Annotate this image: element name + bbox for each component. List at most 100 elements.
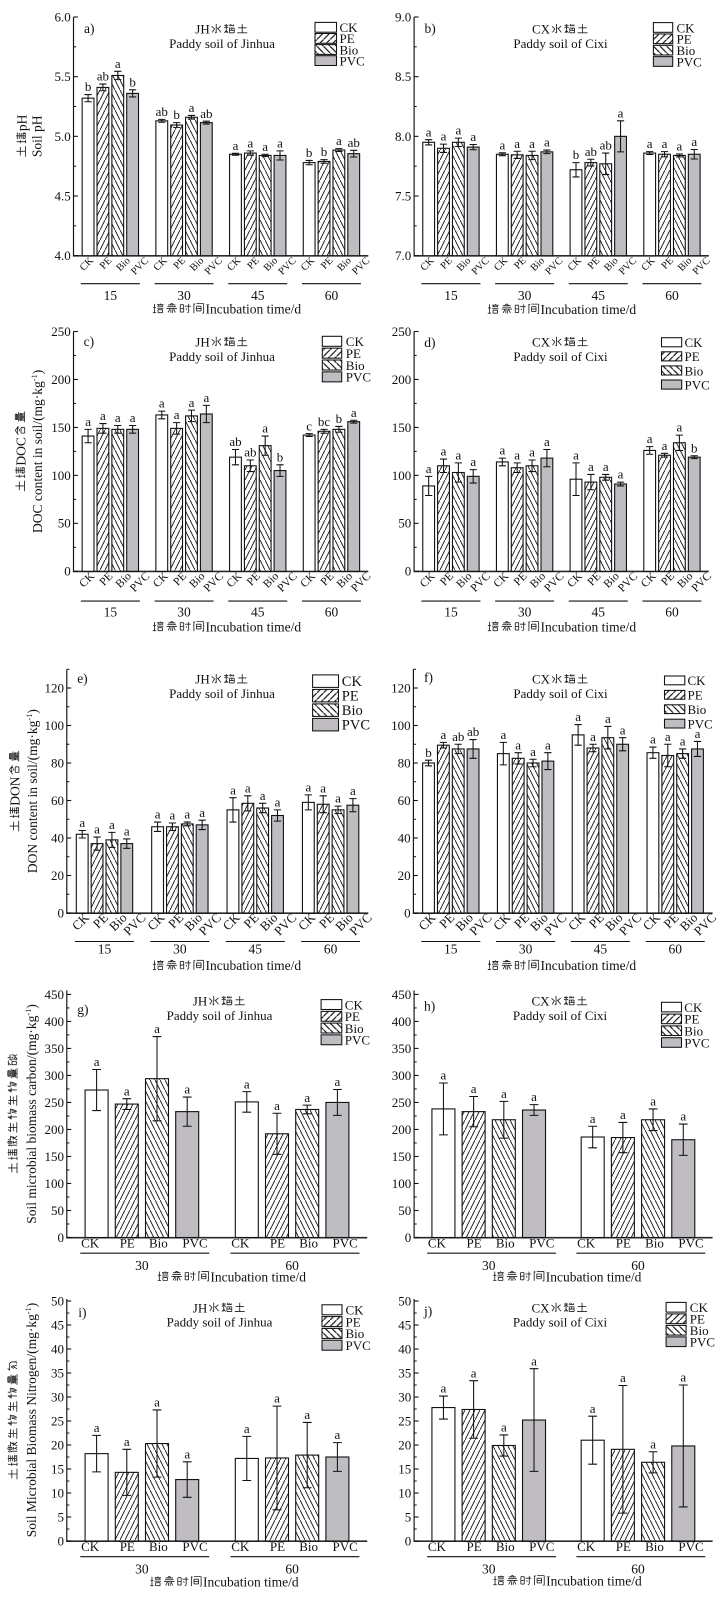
svg-text:60: 60 [665, 288, 679, 303]
svg-text:PE: PE [270, 1236, 285, 1251]
svg-text:60: 60 [324, 942, 338, 957]
svg-text:30: 30 [398, 1389, 411, 1404]
svg-text:a: a [94, 1420, 100, 1435]
svg-text:a: a [530, 744, 536, 759]
svg-text:a: a [174, 407, 180, 422]
svg-text:ab: ab [452, 729, 464, 744]
svg-text:PE: PE [684, 1012, 699, 1027]
svg-text:30: 30 [519, 942, 533, 957]
svg-text:40: 40 [51, 1341, 64, 1356]
svg-text:CX: CX [532, 335, 551, 350]
svg-text:0: 0 [58, 1230, 65, 1245]
svg-text:CX: CX [532, 22, 551, 37]
svg-text:-1: -1 [24, 1009, 33, 1016]
svg-text:100: 100 [45, 1176, 65, 1191]
svg-text:a: a [441, 129, 447, 144]
svg-text:a: a [620, 1107, 626, 1122]
svg-text:PVC: PVC [678, 1236, 703, 1251]
svg-text:CK: CK [688, 673, 707, 688]
svg-text:a: a [618, 105, 624, 120]
svg-text:0: 0 [405, 564, 412, 579]
svg-text:a: a [499, 443, 505, 458]
svg-text:35: 35 [398, 1365, 411, 1380]
svg-text:a: a [471, 1365, 477, 1380]
svg-text:DON content in soil/(mg·kg: DON content in soil/(mg·kg [25, 720, 40, 873]
svg-text:250: 250 [392, 324, 412, 339]
svg-text:45: 45 [51, 1317, 64, 1332]
svg-text:a: a [154, 1021, 160, 1036]
svg-text:a: a [499, 137, 505, 152]
svg-text:250: 250 [392, 1095, 412, 1110]
svg-text:350: 350 [45, 1041, 65, 1056]
svg-text:CX: CX [531, 994, 550, 1009]
svg-text:60: 60 [51, 793, 64, 808]
svg-text:Bio: Bio [684, 1024, 703, 1039]
svg-text:CK: CK [428, 1236, 447, 1251]
svg-text:35: 35 [51, 1365, 64, 1380]
svg-text:PVC: PVC [685, 377, 710, 392]
svg-text:0: 0 [404, 905, 411, 920]
svg-text:100: 100 [51, 468, 70, 483]
svg-text:PE: PE [467, 1539, 482, 1554]
svg-text:CK: CK [345, 997, 364, 1012]
svg-text:15: 15 [104, 604, 118, 619]
svg-text:30: 30 [51, 1389, 64, 1404]
svg-text:ab: ab [229, 434, 241, 449]
svg-text:8.5: 8.5 [395, 69, 411, 84]
svg-text:a: a [124, 1083, 130, 1098]
svg-text:a: a [620, 722, 626, 737]
svg-text:Bio: Bio [149, 1539, 168, 1554]
svg-text:4.0: 4.0 [54, 248, 70, 263]
svg-text:a: a [647, 136, 653, 151]
svg-text:b: b [173, 107, 180, 122]
svg-text:a: a [647, 431, 653, 446]
svg-text:a: a [680, 734, 686, 749]
svg-text:a: a [274, 1391, 280, 1406]
svg-text:7.0: 7.0 [395, 248, 411, 263]
svg-text:PVC: PVC [690, 1335, 715, 1350]
svg-text:CK: CK [231, 1236, 250, 1251]
svg-text:Incubation time/d: Incubation time/d [206, 302, 302, 317]
svg-text:CK: CK [428, 1539, 447, 1554]
svg-text:30: 30 [135, 1561, 149, 1576]
svg-text:a: a [336, 133, 342, 148]
svg-text:a: a [455, 123, 461, 138]
svg-text:a: a [691, 134, 697, 149]
svg-text:PVC: PVC [678, 1539, 703, 1554]
svg-text:20: 20 [398, 1437, 411, 1452]
svg-text:7.5: 7.5 [395, 188, 411, 203]
svg-text:a: a [650, 1094, 656, 1109]
svg-text:a: a [531, 1353, 537, 1368]
svg-text:20: 20 [51, 868, 64, 883]
svg-text:45: 45 [251, 288, 265, 303]
svg-text:-1: -1 [24, 1307, 33, 1314]
svg-text:a: a [184, 1082, 190, 1097]
svg-text:CX: CX [532, 672, 551, 687]
svg-text:50: 50 [58, 516, 71, 531]
svg-text:15: 15 [98, 942, 112, 957]
svg-text:a: a [262, 139, 268, 154]
svg-text:): ) [30, 370, 45, 375]
svg-text:Soil microbial biomass carbon/: Soil microbial biomass carbon/(mg·kg [24, 1015, 39, 1223]
svg-text:Bio: Bio [346, 358, 365, 373]
svg-text:a: a [155, 807, 161, 822]
svg-text:a: a [545, 737, 551, 752]
svg-text:50: 50 [398, 1203, 411, 1218]
svg-text:i): i) [78, 1305, 86, 1320]
svg-text:Incubation time/d: Incubation time/d [541, 620, 637, 635]
svg-text:ab: ab [97, 69, 109, 84]
svg-text:CK: CK [577, 1539, 596, 1554]
svg-text:CK: CK [677, 20, 696, 35]
svg-text:a: a [470, 129, 476, 144]
svg-text:a: a [247, 136, 253, 151]
svg-text:60: 60 [668, 942, 682, 957]
svg-text:e): e) [77, 671, 88, 686]
svg-text:a: a [441, 1381, 447, 1396]
svg-text:45: 45 [251, 604, 265, 619]
svg-text:10: 10 [398, 1485, 411, 1500]
svg-text:40: 40 [398, 830, 411, 845]
svg-text:a: a [154, 1395, 160, 1410]
svg-text:45: 45 [248, 942, 262, 957]
svg-text:200: 200 [45, 1122, 65, 1137]
svg-text:Paddy soil of Jinhua: Paddy soil of Jinhua [169, 36, 275, 51]
